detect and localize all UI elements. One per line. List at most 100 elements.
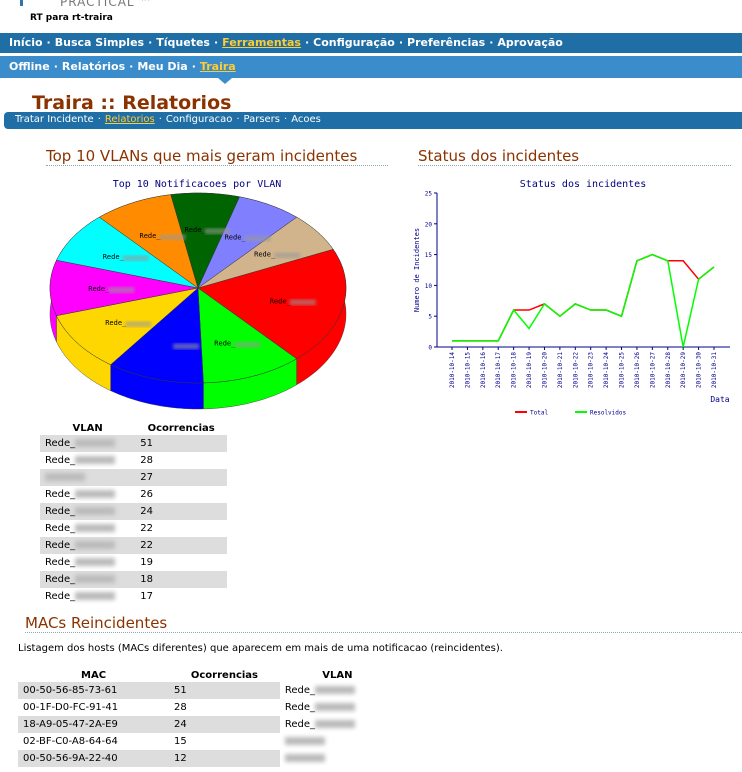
vlan-cell bbox=[40, 469, 136, 486]
x-tick-label: 2010-10-28 bbox=[665, 352, 672, 389]
x-tick-label: 2010-10-19 bbox=[526, 352, 533, 389]
mac-table: MAC Ocorrencias VLAN 00-50-56-85-73-61 51 Red… bbox=[18, 668, 395, 767]
redaction bbox=[315, 686, 355, 694]
pie-label: Rede_ bbox=[140, 232, 162, 240]
table-row: 02-BF-C0-A8-64-64 15 bbox=[18, 733, 395, 750]
vlan-cell: Rede_ bbox=[40, 503, 136, 520]
vlan-cell: Rede_ bbox=[40, 571, 136, 588]
redaction bbox=[122, 255, 149, 262]
menu-item[interactable]: Traira bbox=[188, 60, 236, 73]
menu-item[interactable]: Início bbox=[9, 36, 43, 49]
table-cell: Rede_ bbox=[279, 699, 395, 716]
menu-item[interactable]: Tratar Incidente bbox=[15, 114, 94, 125]
table-cell: 15 bbox=[174, 736, 187, 747]
redaction bbox=[274, 252, 301, 259]
table-cell bbox=[279, 750, 395, 767]
redaction bbox=[75, 524, 116, 532]
table-row: Rede_ 18 bbox=[40, 571, 227, 588]
table-row: Rede_ 22 bbox=[40, 537, 227, 554]
table-row: Rede_ 28 bbox=[40, 452, 227, 469]
redaction bbox=[315, 703, 355, 711]
table-row: 00-1F-D0-FC-91-41 28 Rede_ bbox=[18, 699, 395, 716]
redaction bbox=[289, 299, 316, 306]
menu-item[interactable]: Configuracao bbox=[155, 114, 232, 125]
y-tick-label: 0 bbox=[428, 345, 432, 352]
section-title: Top 10 VLANs que mais geram incidentes bbox=[46, 147, 388, 166]
vlan-cell: Rede_ bbox=[40, 588, 135, 605]
x-tick-label: 2010-10-31 bbox=[711, 352, 718, 389]
menu-item[interactable]: Aprovação bbox=[485, 36, 562, 49]
redaction bbox=[75, 558, 116, 566]
menu-item[interactable]: Configuração bbox=[301, 36, 395, 49]
redaction bbox=[284, 754, 325, 762]
count-cell: 18 bbox=[135, 571, 227, 588]
redaction bbox=[315, 720, 355, 728]
x-tick-label: 2010-10-20 bbox=[541, 352, 548, 389]
pie-label: Rede_ bbox=[103, 253, 125, 261]
x-tick-label: 2010-10-26 bbox=[634, 352, 641, 389]
table-row: Rede_ 19 bbox=[40, 554, 227, 571]
vlan-cell: Rede_ bbox=[40, 452, 135, 469]
pie-label: Rede_ bbox=[225, 234, 247, 242]
count-cell: 24 bbox=[135, 503, 227, 520]
x-tick-label: 2010-10-15 bbox=[464, 352, 471, 389]
chart-title: Status dos incidentes bbox=[520, 179, 646, 190]
x-tick-label: 2010-10-16 bbox=[480, 352, 487, 389]
menu-item[interactable]: Acoes bbox=[280, 114, 321, 125]
table-cell: 12 bbox=[169, 750, 280, 767]
table-cell: 00-50-56-9A-22-40 bbox=[18, 750, 170, 767]
menu-item[interactable]: Offline bbox=[9, 60, 50, 73]
count-cell: 26 bbox=[140, 489, 154, 500]
y-tick-label: 15 bbox=[425, 252, 433, 259]
count-cell: 22 bbox=[140, 523, 154, 534]
x-axis-label: Data bbox=[710, 395, 729, 404]
legend-label: Total bbox=[530, 410, 548, 417]
menu-item[interactable]: Ferramentas bbox=[210, 36, 301, 49]
menu-item[interactable]: Relatórios bbox=[50, 60, 125, 73]
active-marker bbox=[218, 78, 232, 84]
x-tick-label: 2010-10-18 bbox=[511, 352, 518, 389]
header-cell: VLAN bbox=[322, 669, 353, 681]
redaction bbox=[125, 321, 152, 328]
menu-item[interactable]: Parsers bbox=[232, 114, 281, 125]
pie-slice bbox=[197, 216, 334, 289]
y-tick-label: 20 bbox=[425, 221, 433, 228]
vlan-cell: Rede_ bbox=[40, 435, 136, 452]
redaction bbox=[244, 235, 271, 242]
count-cell: 17 bbox=[140, 591, 154, 602]
subnav: OfflineRelatóriosMeu DiaTraira bbox=[9, 60, 236, 73]
redaction bbox=[159, 234, 186, 241]
redaction bbox=[75, 490, 116, 498]
pie-slice bbox=[170, 192, 240, 289]
table-cell: 24 bbox=[169, 716, 280, 733]
redaction bbox=[45, 473, 85, 481]
table-header: MAC Ocorrencias VLAN bbox=[18, 668, 395, 682]
table-cell: 00-50-56-85-73-61 bbox=[18, 682, 170, 699]
chart-title: Top 10 Notificacoes por VLAN bbox=[113, 179, 282, 190]
table-header: VLAN Ocorrencias bbox=[40, 421, 227, 435]
redaction bbox=[75, 541, 116, 549]
pie-label: Rede_ bbox=[88, 285, 110, 293]
section-description: Listagem dos hosts (MACs diferentes) que… bbox=[18, 643, 503, 654]
pie-label: Rede_ bbox=[270, 297, 292, 305]
menu-item[interactable]: Tíquetes bbox=[144, 36, 210, 49]
redaction bbox=[173, 343, 200, 350]
menu-item[interactable]: Preferências bbox=[395, 36, 485, 49]
y-tick-label: 25 bbox=[425, 191, 433, 198]
menu-item[interactable]: Meu Dia bbox=[125, 60, 187, 73]
logo-icon bbox=[20, 0, 63, 6]
page-title: Traira :: Relatorios bbox=[32, 92, 232, 114]
tabs: Tratar IncidenteRelatoriosConfiguracaoPa… bbox=[15, 114, 321, 125]
table-cell: 28 bbox=[174, 702, 187, 713]
table-cell: 02-BF-C0-A8-64-64 bbox=[23, 736, 118, 747]
redaction bbox=[284, 737, 325, 745]
pie-slice bbox=[110, 287, 204, 384]
vlan-cell: Rede_ bbox=[40, 520, 135, 537]
header-cell: Ocorrencias bbox=[147, 422, 215, 434]
y-axis-label: Numero de Incidentes bbox=[413, 228, 421, 312]
table-row: Rede_ 51 bbox=[40, 435, 227, 452]
pie-slice bbox=[98, 194, 199, 289]
menu-item[interactable]: Busca Simples bbox=[43, 36, 144, 49]
menu-item[interactable]: Relatorios bbox=[94, 114, 155, 125]
